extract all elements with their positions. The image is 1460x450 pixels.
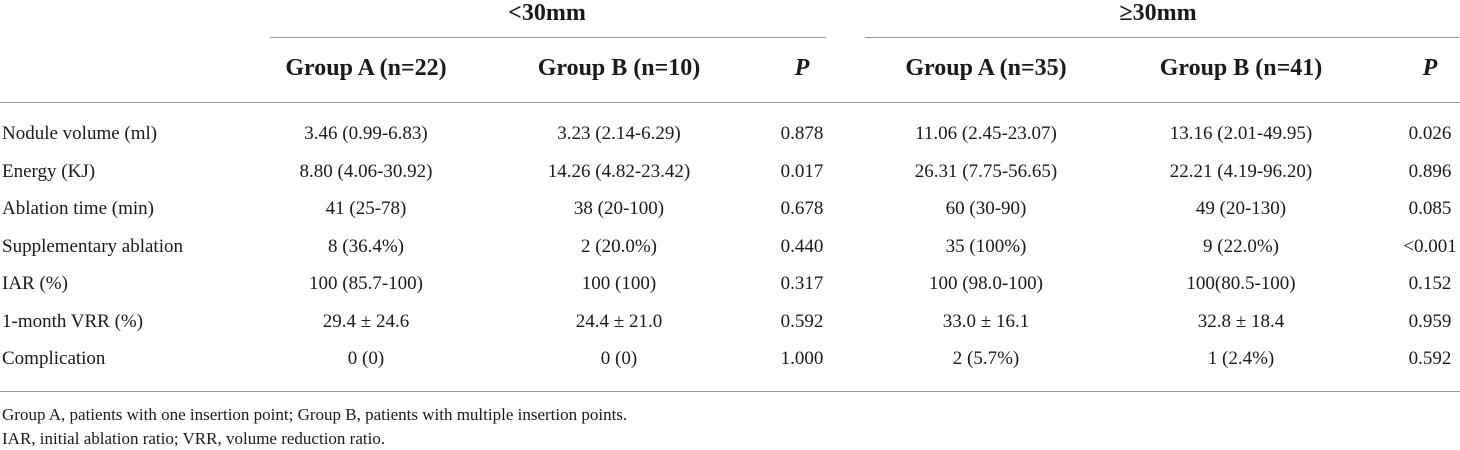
table-cell: 0.017	[780, 161, 824, 182]
group-underline-ge30	[865, 37, 1459, 38]
group-underline-lt30	[270, 37, 826, 38]
col-header-lt30-group-a: Group A (n=22)	[285, 55, 447, 81]
footnote-groups: Group A, patients with one insertion poi…	[2, 405, 628, 424]
group-header-ge30: ≥30mm	[1119, 0, 1197, 26]
table-cell: 33.0 ± 16.1	[942, 311, 1030, 332]
table-cell: 9 (22.0%)	[1203, 236, 1279, 257]
col-header-ge30-group-a: Group A (n=35)	[905, 55, 1067, 81]
table-cell: 1 (2.4%)	[1207, 348, 1275, 369]
row-label: Supplementary ablation	[2, 236, 183, 257]
table-cell: 24.4 ± 21.0	[575, 311, 663, 332]
table-cell: 0.440	[780, 236, 824, 257]
table-cell: 22.21 (4.19-96.20)	[1169, 161, 1313, 182]
table-cell: 0.959	[1408, 311, 1452, 332]
table-cell: 100(80.5-100)	[1186, 273, 1296, 294]
col-header-lt30-p: P	[794, 55, 810, 81]
row-label: Nodule volume (ml)	[2, 123, 158, 144]
table-cell: 0.026	[1408, 123, 1452, 144]
col-header-ge30-group-b: Group B (n=41)	[1159, 55, 1323, 81]
table-cell: 3.46 (0.99-6.83)	[304, 123, 428, 144]
table-cell: 2 (20.0%)	[581, 236, 657, 257]
table-cell: 29.4 ± 24.6	[322, 311, 410, 332]
table-cell: 32.8 ± 18.4	[1197, 311, 1285, 332]
table-cell: 26.31 (7.75-56.65)	[914, 161, 1058, 182]
row-label: Complication	[2, 348, 106, 369]
table-cell: 8.80 (4.06-30.92)	[299, 161, 433, 182]
row-label: IAR (%)	[2, 273, 68, 294]
row-label: 1-month VRR (%)	[2, 311, 144, 332]
table-cell: 100 (98.0-100)	[929, 273, 1043, 294]
table-cell: <0.001	[1403, 236, 1457, 257]
table-cell: 11.06 (2.45-23.07)	[915, 123, 1057, 144]
table-cell: 0.678	[780, 198, 824, 219]
group-header-lt30: <30mm	[508, 0, 586, 26]
table-cell: 0 (0)	[347, 348, 385, 369]
table-cell: 38 (20-100)	[573, 198, 665, 219]
table-cell: 13.16 (2.01-49.95)	[1169, 123, 1313, 144]
table-cell: 1.000	[780, 348, 824, 369]
table-cell: 8 (36.4%)	[328, 236, 404, 257]
table-cell: 35 (100%)	[945, 236, 1027, 257]
table-cell: 14.26 (4.82-23.42)	[547, 161, 691, 182]
row-label: Ablation time (min)	[2, 198, 154, 219]
table-cell: 0.592	[1408, 348, 1452, 369]
footnote-abbreviations: IAR, initial ablation ratio; VRR, volume…	[2, 429, 386, 448]
col-header-ge30-p: P	[1422, 55, 1438, 81]
table-cell: 2 (5.7%)	[952, 348, 1020, 369]
table-cell: 100 (100)	[581, 273, 657, 294]
table-cell: 0.592	[780, 311, 824, 332]
table-cell: 60 (30-90)	[945, 198, 1027, 219]
header-rule	[0, 102, 1460, 103]
table-cell: 49 (20-130)	[1195, 198, 1287, 219]
table-cell: 0.896	[1408, 161, 1452, 182]
table-cell: 0 (0)	[600, 348, 638, 369]
table-cell: 0.152	[1408, 273, 1452, 294]
table-cell: 0.085	[1408, 198, 1452, 219]
col-header-lt30-group-b: Group B (n=10)	[537, 55, 701, 81]
table-cell: 3.23 (2.14-6.29)	[557, 123, 681, 144]
table-cell: 0.878	[780, 123, 824, 144]
table-cell: 41 (25-78)	[325, 198, 407, 219]
table-cell: 0.317	[780, 273, 824, 294]
row-label: Energy (KJ)	[2, 161, 96, 182]
table-cell: 100 (85.7-100)	[309, 273, 423, 294]
bottom-rule	[0, 391, 1460, 392]
